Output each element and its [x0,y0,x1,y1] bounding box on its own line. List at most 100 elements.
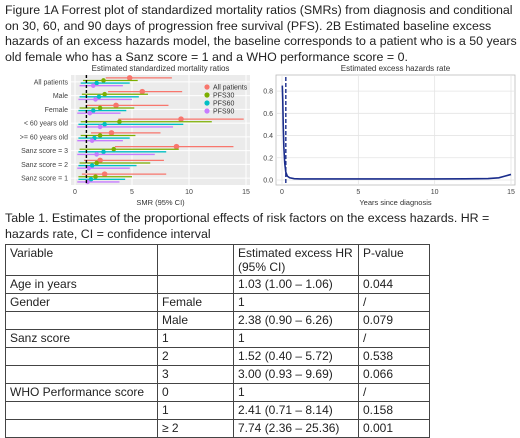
x-tick-label: 10 [431,189,439,196]
legend-label: All patients [213,85,248,92]
table-cell: Age in years [5,275,158,294]
smr-point [88,177,94,182]
table-cell: 3.00 (0.93 – 9.69) [233,365,359,384]
table-cell: 1 [233,293,359,312]
table-cell: / [358,383,430,402]
table-cell [5,419,158,438]
smr-point [90,83,96,88]
table-row: Age in years 1.03 (1.00 – 1.06) 0.044 [5,275,430,294]
x-tick-label: 15 [242,189,250,196]
table-cell: 0.079 [358,311,430,330]
table-cell: 0.538 [358,347,430,366]
table-cell [5,347,158,366]
smr-point [94,152,99,157]
hazard-line [281,85,512,180]
y-tick-label: Sanz score = 3 [21,148,68,155]
figure-panel: 0 5 10 15 All patients Male Female < 60 years o… [20,64,516,207]
smr-point [97,157,103,164]
legend-label: PFS60 [213,101,235,108]
figure-caption: Figure 1A Forrest plot of standardized m… [5,3,517,64]
table-row: Gender Female 1/ [5,293,430,312]
x-tick-label: 10 [185,189,193,196]
smr-point [93,97,98,102]
smr-point [89,138,95,143]
table-cell [157,244,234,276]
table-cell: 0.158 [358,401,430,420]
smr-point [86,165,91,171]
y-tick-label: Female [45,107,68,114]
y-tick-label: 0.2 [263,155,273,162]
smr-point [94,80,99,86]
smr-point [111,146,117,152]
smr-point [96,94,102,100]
legend-marker [204,108,210,114]
smr-point [101,78,106,83]
smr-point [173,143,180,150]
y-tick-label: Sanz score = 1 [21,176,68,183]
table-cell: 0.044 [358,275,430,294]
smr-point [101,149,106,155]
table-cell: 0 [157,383,234,402]
smr-point [108,130,115,136]
x-tick-label: 15 [507,189,515,196]
table-row: ≥ 2 7.74 (2.36 – 25.36) 0.001 [5,419,430,438]
y-tick-label: 0.0 [263,178,273,185]
table-cell [5,311,158,330]
smr-point [97,105,103,111]
smr-point [97,133,103,138]
results-table: Variable Estimated excess HR (95% CI) P-va… [5,244,430,438]
legend-marker [204,100,210,106]
table-cell: 2.38 (0.90 – 6.26) [233,311,359,330]
smr-point [117,119,122,125]
table-cell [5,401,158,420]
table-cell: Estimated excess HR (95% CI) [233,244,359,276]
plot-background [71,75,250,185]
table-cell: 7.74 (2.36 – 25.36) [233,419,359,438]
legend-label: PFS30 [213,93,235,100]
y-tick-label: < 60 years old [24,121,68,128]
table-row: 1 2.41 (0.71 – 8.14) 0.158 [5,401,430,420]
y-tick-label: 0.6 [263,111,273,118]
smr-point [90,108,96,113]
y-tick-label: 0.4 [263,133,273,140]
table-cell: / [358,329,430,348]
table-cell: 1.03 (1.00 – 1.06) [233,275,359,294]
table-cell: P-value [358,244,430,276]
table-row: Sanz score 1 1/ [5,329,430,348]
table-cell: 1 [157,401,234,420]
y-tick-label: Sanz score = 2 [21,162,68,169]
x-tick-label: 5 [130,189,134,196]
table-cell: 1 [233,383,359,402]
smr-point [93,174,98,180]
table-cell: Gender [5,293,158,312]
chart-title: Estimated excess hazards rate [341,64,451,73]
table-cell: 2.41 (0.71 – 8.14) [233,401,359,420]
smr-point [113,102,119,109]
table-cell: 2 [157,347,234,366]
chart-title: Estimated standardized mortality ratios [92,64,230,73]
table-cell: Male [157,311,234,330]
legend-label: PFS90 [213,109,235,116]
smr-point [102,122,107,127]
table-cell: 1 [157,329,234,348]
table-cell: Sanz score [5,329,158,348]
table-cell [5,365,158,384]
x-axis-label: Years since diagnosis [359,198,432,207]
x-tick-label: 0 [73,189,77,196]
table-cell: WHO Performance score [5,383,158,402]
smr-point [97,124,103,130]
table-row: 2 1.52 (0.40 – 5.72) 0.538 [5,347,430,366]
smr-point [126,75,133,81]
table-cell: Female [157,293,234,312]
smr-point [89,163,95,168]
smr-point [102,91,107,97]
table-cell: 0.001 [358,419,430,438]
smr-point [178,116,184,122]
table-cell: 1.52 (0.40 – 5.72) [233,347,359,366]
table-header-row: Variable Estimated excess HR (95% CI) P-va… [5,244,430,276]
legend-marker [204,84,210,90]
smr-point [87,110,93,116]
y-tick-label: Male [53,93,68,100]
table-cell: ≥ 2 [157,419,234,438]
smr-point [101,171,108,177]
